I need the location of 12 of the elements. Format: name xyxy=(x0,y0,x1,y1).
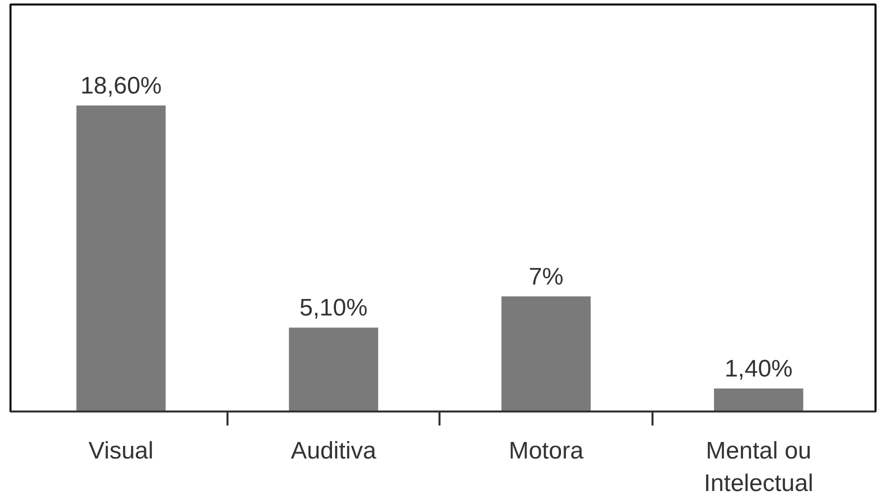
bar xyxy=(76,105,166,412)
data-label: 1,40% xyxy=(724,355,793,382)
data-label: 18,60% xyxy=(80,72,162,100)
x-tick-label: Mental ou Intelectual xyxy=(704,438,814,497)
bar xyxy=(288,328,378,412)
x-tick-label: Auditiva xyxy=(290,438,377,464)
data-label: 5,10% xyxy=(300,294,368,322)
bar xyxy=(714,388,804,412)
data-label: 7% xyxy=(528,263,564,290)
bar xyxy=(501,296,591,412)
x-tick-label: Visual xyxy=(88,438,154,464)
x-tick-label: Motora xyxy=(508,438,584,464)
